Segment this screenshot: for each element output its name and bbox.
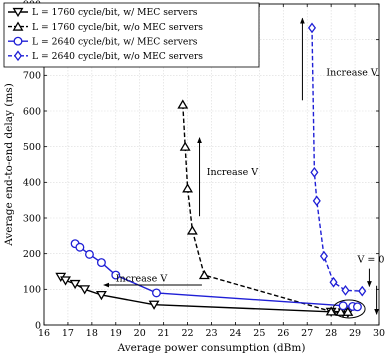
marker-circle — [96, 258, 106, 268]
marker-triangle-down — [95, 290, 107, 301]
annotation-label: Increase V — [326, 67, 378, 78]
x-tick-label: 27 — [301, 328, 313, 339]
marker-circle — [353, 302, 362, 312]
marker-triangle-down — [69, 279, 81, 290]
marker-diamond — [319, 250, 329, 262]
x-tick-label: 16 — [38, 328, 50, 339]
marker-diamond — [312, 195, 321, 207]
legend: L = 1760 cycle/bit, w/ MEC servers L = 17… — [3, 2, 260, 68]
marker-circle — [152, 288, 161, 298]
x-tick-label: 29 — [349, 328, 361, 339]
marker-diamond — [329, 276, 338, 288]
x-tick-label: 21 — [158, 328, 170, 339]
v-zero-ellipse — [332, 299, 366, 319]
marker-triangle-up — [335, 306, 347, 316]
series-1 — [55, 272, 354, 319]
x-tick-label: 19 — [110, 328, 122, 339]
marker-circle — [85, 249, 94, 259]
x-tick-label: 18 — [86, 328, 98, 339]
annotation-label: Increase V — [116, 273, 168, 284]
marker-triangle-up — [12, 21, 24, 31]
legend-entry-1: L = 1760 cycle/bit, w/ MEC servers — [8, 7, 198, 18]
x-tick-label: 17 — [62, 328, 74, 339]
marker-diamond — [13, 50, 23, 62]
legend-box — [3, 2, 260, 68]
annotation-label: Increase V — [207, 167, 259, 178]
x-tick-label: 25 — [253, 328, 265, 339]
marker-circle — [338, 301, 348, 311]
x-tick-label: 28 — [325, 328, 337, 339]
marker-triangle-up — [179, 141, 191, 151]
x-tick-label: 26 — [277, 328, 289, 339]
y-tick-label: 200 — [23, 249, 41, 260]
marker-circle — [111, 270, 121, 280]
legend-entry-3: L = 2640 cycle/bit, w/ MEC servers — [8, 36, 198, 47]
legend-entry-4: L = 2640 cycle/bit, w/o MEC servers — [8, 50, 203, 62]
legend-label: L = 1760 cycle/bit, w/o MEC servers — [32, 22, 203, 33]
legend-label: L = 2640 cycle/bit, w/o MEC servers — [32, 51, 203, 62]
series-layer — [55, 22, 367, 319]
series-line — [182, 104, 348, 313]
v-zero-marker — [332, 268, 380, 319]
x-tick-label: 24 — [229, 328, 241, 339]
x-tick-label: 23 — [205, 328, 217, 339]
marker-triangle-down — [79, 285, 91, 295]
y-tick-label: 600 — [23, 106, 41, 117]
grid — [44, 4, 379, 325]
legend-label: L = 2640 cycle/bit, w/ MEC servers — [32, 36, 198, 47]
x-tick-label: 30 — [373, 328, 385, 339]
series-2 — [177, 99, 354, 316]
marker-triangle-up — [186, 225, 198, 235]
marker-triangle-up — [198, 269, 210, 280]
y-tick-label: 400 — [23, 178, 41, 189]
marker-diamond — [307, 22, 317, 34]
annotation-3: Increase V — [103, 273, 202, 288]
x-tick-label: 20 — [134, 328, 146, 339]
legend-label: L = 1760 cycle/bit, w/ MEC servers — [32, 7, 198, 18]
annotations: Increase V Increase V Increase V V = 0 — [103, 17, 384, 319]
series-3 — [70, 239, 362, 312]
marker-triangle-up — [177, 99, 189, 109]
annotation-4: V = 0 — [356, 255, 384, 266]
y-tick-label: 500 — [23, 142, 41, 153]
marker-circle — [13, 36, 23, 46]
y-tick-label: 300 — [23, 213, 41, 224]
annotation-label: V = 0 — [356, 255, 384, 266]
marker-triangle-down — [12, 7, 24, 18]
marker-diamond — [341, 285, 350, 296]
marker-triangle-down — [148, 300, 160, 310]
series-4 — [307, 22, 367, 297]
legend-entry-2: L = 1760 cycle/bit, w/o MEC servers — [8, 21, 203, 33]
x-axis-label: Average power consumption (dBm) — [117, 342, 306, 354]
y-tick-label: 100 — [23, 285, 41, 296]
marker-triangle-up — [182, 183, 194, 193]
y-tick-label: 700 — [23, 71, 41, 82]
annotation-2: Increase V — [300, 17, 378, 101]
annotation-1: Increase V — [197, 137, 259, 217]
marker-diamond — [358, 285, 367, 297]
y-tick-label: 0 — [35, 320, 41, 331]
x-tick-label: 22 — [182, 328, 194, 339]
marker-circle — [75, 242, 85, 252]
marker-triangle-down — [60, 276, 71, 286]
marker-triangle-up — [342, 306, 354, 316]
y-axis-label: Average end-to-end delay (ms) — [3, 83, 15, 247]
marker-diamond — [310, 166, 319, 178]
